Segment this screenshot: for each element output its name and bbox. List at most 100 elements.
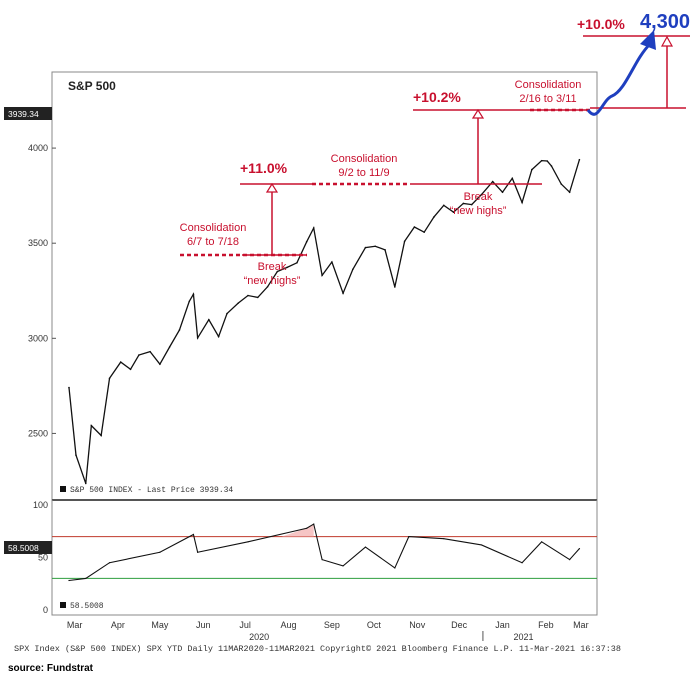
price-point — [312, 227, 315, 229]
rsi-point — [578, 548, 581, 550]
rsi-point — [480, 544, 483, 546]
x-axis: Mar Apr May Jun Jul Aug Sep Oct Nov Dec Jan Feb Mar 2… — [67, 620, 589, 642]
c2-dates: 9/2 to 11/9 — [338, 167, 389, 179]
c3-arrow-head — [660, 35, 674, 47]
c2-title: Consolidation — [331, 153, 398, 165]
rsi-point — [197, 551, 199, 553]
c2-arrow-head — [471, 108, 485, 119]
price-point — [374, 245, 377, 248]
price-point — [266, 285, 269, 288]
x-tick-label: Oct — [367, 620, 382, 630]
price-point — [196, 337, 199, 339]
c1-title: Consolidation — [180, 222, 247, 234]
rsi-overbought-fill — [281, 524, 314, 537]
price-point — [129, 368, 132, 371]
price-point — [342, 292, 344, 295]
c3-dates: 2/16 to 3/11 — [519, 93, 576, 105]
price-point — [138, 354, 140, 356]
rsi-panel-frame — [51, 499, 598, 616]
price-point — [90, 424, 93, 427]
price-point — [286, 266, 288, 269]
c3-gain: +10.0% — [577, 16, 625, 32]
x-tick-label: Apr — [111, 620, 125, 630]
price-point — [305, 240, 308, 243]
price-point — [168, 346, 171, 348]
price-point — [403, 240, 406, 243]
price-point — [480, 193, 483, 196]
rsi-point — [159, 551, 161, 553]
x-year-label: 2020 — [249, 632, 269, 642]
price-point — [491, 180, 494, 183]
price-point — [247, 294, 249, 297]
x-tick-label: Jun — [196, 620, 211, 630]
x-tick-label: Mar — [67, 620, 83, 630]
rsi-point — [68, 579, 70, 582]
rsi-point — [306, 527, 308, 529]
price-point — [352, 268, 354, 271]
price-point — [531, 168, 533, 171]
rsi-y-tick-label: 100 — [33, 500, 48, 510]
c1-arrow-head — [265, 182, 279, 193]
price-point — [521, 201, 523, 204]
price-y-tick-label: 3500 — [28, 238, 48, 248]
legend-price: S&P 500 INDEX - Last Price 3939.34 — [70, 486, 233, 495]
rsi-point — [342, 565, 344, 567]
price-point — [331, 261, 333, 263]
price-point — [462, 202, 465, 205]
x-tick-label: Nov — [409, 620, 426, 630]
source-text: source: Fundstrat — [8, 663, 94, 674]
b2-line1: Break — [464, 191, 493, 203]
price-point — [208, 318, 210, 321]
rsi-point — [408, 535, 410, 538]
price-point — [501, 191, 504, 194]
price-layer — [68, 158, 581, 485]
price-point — [452, 211, 455, 213]
price-panel-frame — [51, 71, 598, 501]
chart-title: S&P 500 — [68, 79, 116, 93]
price-point — [188, 300, 191, 303]
price-point — [226, 312, 228, 315]
price-point — [568, 191, 571, 194]
rsi-point — [192, 533, 195, 536]
price-y-tick-label: 2500 — [28, 428, 48, 438]
price-point — [550, 165, 553, 167]
price-point — [540, 159, 543, 162]
rsi-y-axis: 0 50 100 — [33, 500, 48, 615]
x-tick-label: Feb — [538, 620, 554, 630]
x-tick-label: Aug — [281, 620, 297, 630]
price-point — [560, 183, 563, 185]
price-point — [442, 204, 445, 207]
price-y-tick-label: 4000 — [28, 143, 48, 153]
price-point — [108, 377, 111, 380]
rsi-point — [321, 558, 323, 561]
price-point — [237, 302, 239, 304]
footer-text: SPX Index (S&P 500 INDEX) SPX YTD Daily … — [14, 644, 621, 654]
target-label: 4,300 — [640, 11, 690, 33]
rsi-layer — [52, 523, 597, 582]
legend-swatch-price — [60, 486, 66, 492]
rsi-point — [247, 541, 249, 543]
legend-rsi: 58.5008 — [70, 602, 104, 611]
price-point — [321, 274, 323, 277]
rsi-last-box — [4, 541, 52, 554]
price-line — [68, 159, 581, 484]
price-point — [256, 296, 259, 299]
price-point — [178, 329, 181, 331]
price-point — [384, 249, 386, 251]
price-point — [149, 350, 151, 353]
target-arrow-path — [586, 42, 652, 116]
price-point — [217, 335, 220, 338]
price-point — [394, 286, 396, 288]
rsi-y-tick-label: 0 — [43, 605, 48, 615]
price-point — [75, 454, 77, 456]
price-point — [364, 246, 367, 249]
rsi-line — [68, 523, 580, 582]
rsi-point — [541, 541, 543, 543]
rsi-point — [521, 562, 523, 564]
rsi-point — [443, 538, 445, 540]
price-point — [423, 231, 425, 233]
rsi-point — [394, 567, 396, 569]
price-point — [433, 216, 435, 218]
c3-title: Consolidation — [515, 79, 582, 91]
x-tick-label: Jul — [239, 620, 251, 630]
